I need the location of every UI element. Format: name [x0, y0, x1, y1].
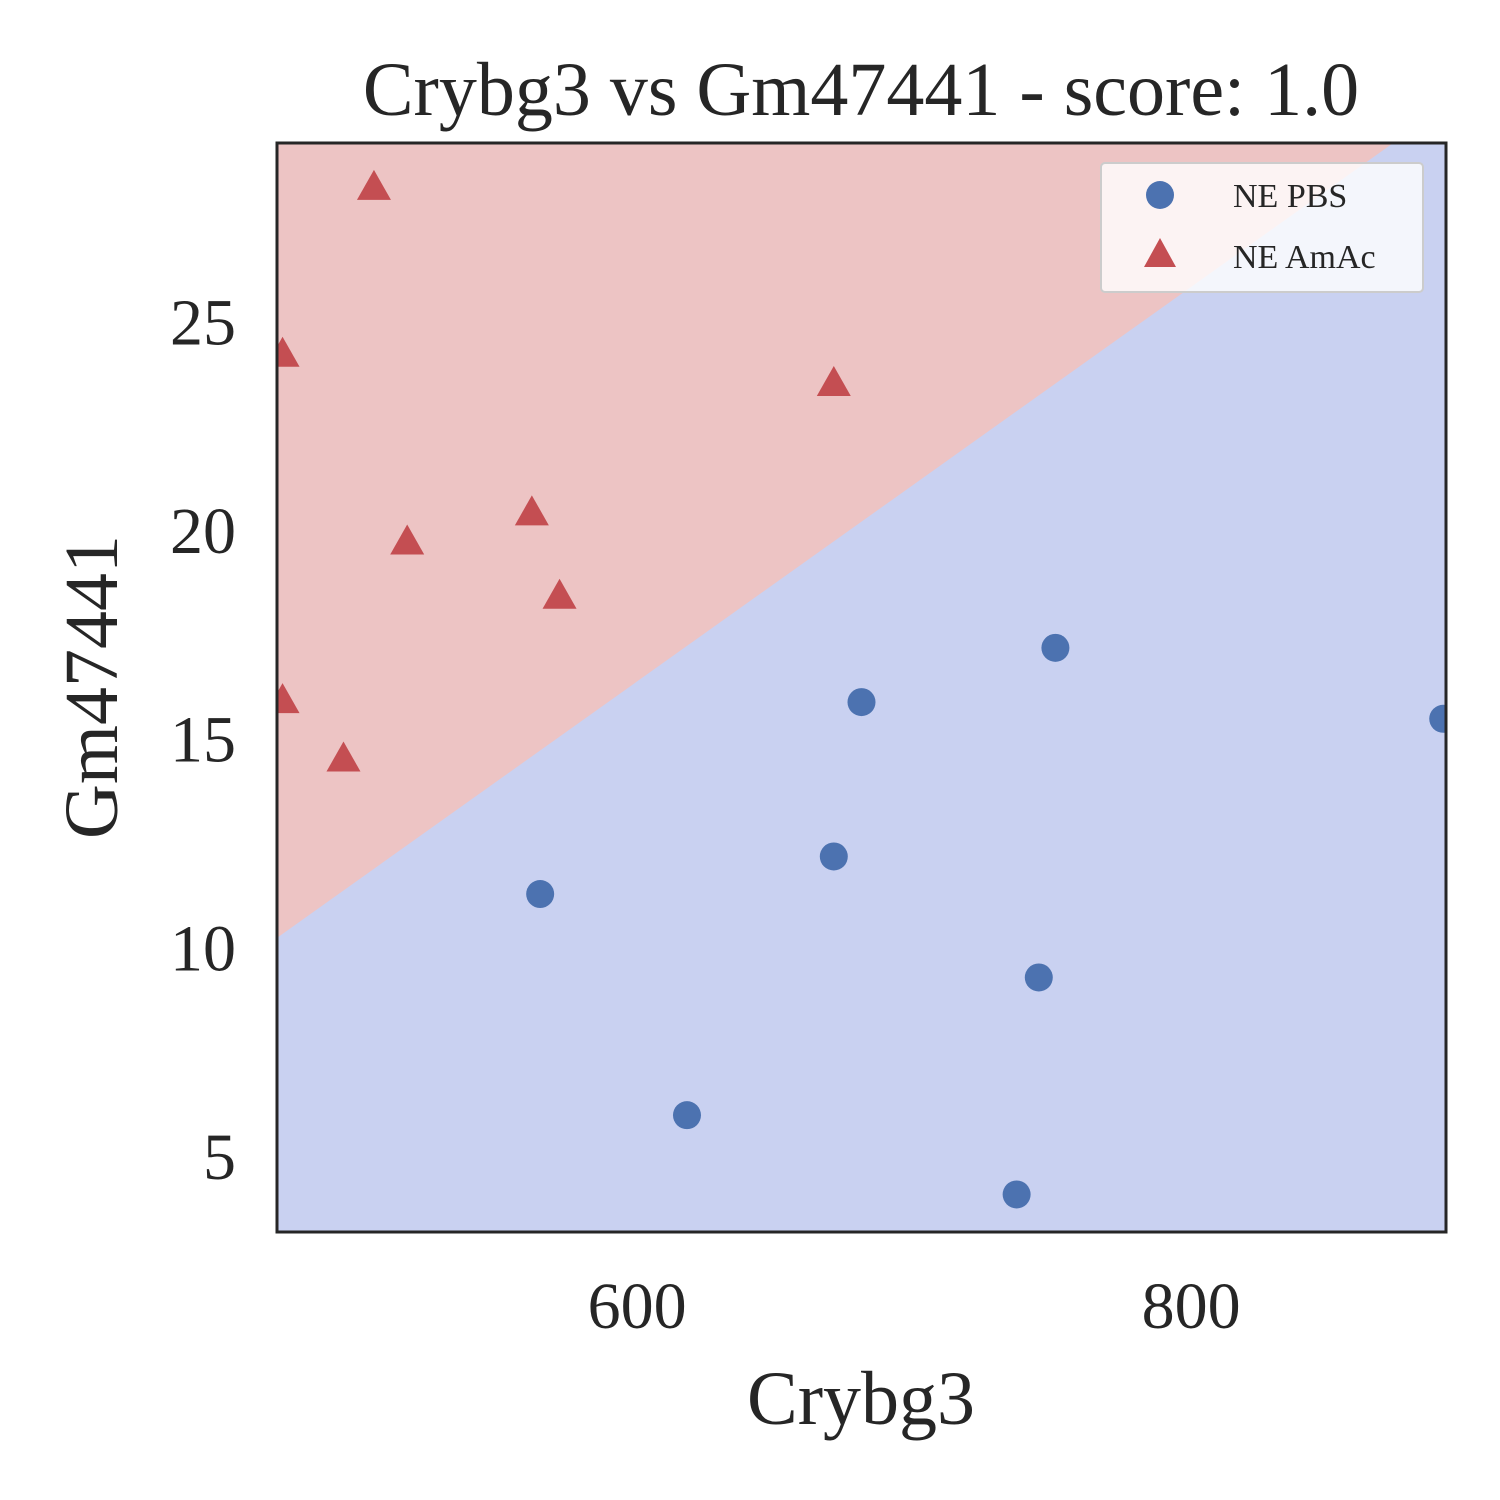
x-axis-label: Crybg3: [747, 1357, 975, 1441]
point-ne-pbs: [526, 880, 555, 909]
point-ne-amac: [816, 366, 851, 396]
legend-box: [1100, 162, 1424, 293]
point-ne-pbs: [1041, 633, 1070, 662]
y-axis-label: Gm47441: [50, 535, 134, 839]
point-ne-pbs: [672, 1101, 701, 1130]
region-ne-amac: [277, 143, 1394, 938]
point-ne-amac: [277, 683, 300, 714]
point-ne-pbs: [1429, 704, 1446, 733]
point-ne-amac: [514, 495, 549, 526]
y-tick-label: 25: [170, 286, 236, 359]
legend-circle-marker: [1146, 181, 1174, 209]
point-ne-amac: [326, 741, 361, 772]
plot-area: [277, 143, 1446, 1232]
point-ne-amac: [356, 169, 391, 200]
x-tick-label: 600: [588, 1270, 687, 1343]
y-tick-label: 15: [170, 704, 236, 777]
legend-label-ne-pbs: NE PBS: [1233, 178, 1347, 215]
point-ne-pbs: [847, 688, 876, 717]
plot-frame: [275, 141, 1448, 1234]
point-ne-amac: [277, 336, 300, 367]
point-ne-amac: [542, 578, 577, 609]
point-ne-pbs: [819, 842, 848, 871]
y-tick-label: 20: [170, 495, 236, 568]
legend: NE PBS NE AmAc: [1100, 162, 1424, 293]
x-tick-labels: 600 800: [588, 1270, 1241, 1343]
y-tick-label: 10: [170, 912, 236, 985]
point-ne-pbs: [1002, 1180, 1031, 1209]
y-tick-labels: 5 10 15 20 25: [170, 286, 236, 1193]
point-ne-pbs: [1024, 963, 1053, 992]
legend-triangle-marker: [1144, 238, 1176, 267]
y-tick-label: 5: [203, 1121, 236, 1194]
chart-title: Crybg3 vs Gm47441 - score: 1.0: [363, 48, 1359, 132]
legend-label-ne-amac: NE AmAc: [1233, 239, 1376, 276]
point-ne-amac: [390, 524, 425, 555]
x-tick-label: 800: [1142, 1270, 1241, 1343]
